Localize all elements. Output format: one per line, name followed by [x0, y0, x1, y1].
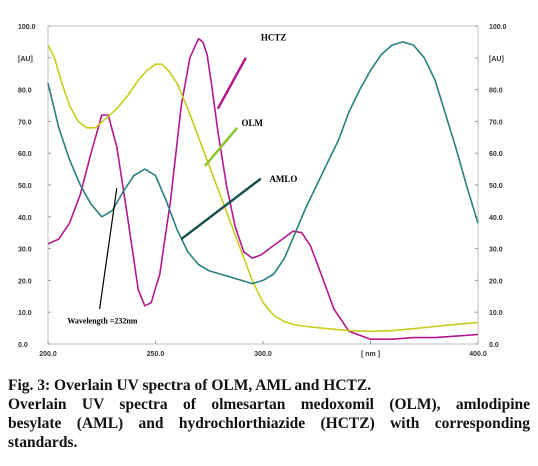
series-line-olm — [47, 44, 479, 333]
plot-area — [47, 25, 479, 345]
chart-canvas: 0.0 0.0 10.0 10.0 20.0 20.0 30.0 30.0 40.0 40.0 50… — [18, 24, 507, 358]
y-tick-label-left: 60.0 — [18, 151, 32, 158]
wavelength-pointer-line — [99, 188, 118, 310]
series-line-amlo — [47, 41, 479, 285]
olm-label: OLM — [242, 118, 264, 128]
x-tick-label: [ nm ] — [361, 351, 380, 358]
y-tick-label-left: 10.0 — [18, 310, 32, 317]
amlo-label: AMLO — [269, 174, 297, 184]
y-tick-label-right: 80.0 — [489, 88, 503, 95]
amlo-callout-line — [180, 177, 262, 241]
y-tick-label-right: 70.0 — [489, 119, 503, 126]
y-tick-label-left: 40.0 — [18, 215, 32, 222]
y-tick-label-left: [AU] — [18, 56, 33, 63]
caption-text-line-2: besylate (AML) and hydrochlorthiazide (H… — [8, 415, 530, 432]
olm-callout-line — [203, 126, 239, 167]
caption-text-line-1: Overlain UV spectra of olmesartan medoxo… — [8, 396, 530, 413]
y-tick-label-right: 20.0 — [489, 278, 503, 285]
hctz-label: HCTZ — [261, 32, 287, 42]
y-tick-label-left: 70.0 — [18, 119, 32, 126]
figure-caption: Fig. 3: Overlain UV spectra of OLM, AML … — [8, 376, 530, 452]
y-tick-label-right: 10.0 — [489, 310, 503, 317]
uv-spectra-chart: 0.0 0.0 10.0 10.0 20.0 20.0 30.0 30.0 40.0 40.0 50… — [18, 24, 507, 358]
y-tick-label-right: [AU] — [489, 56, 504, 63]
y-tick-label-left: 0.0 — [18, 342, 28, 349]
x-tick-label: 250.0 — [147, 351, 165, 358]
y-tick-label-left: 80.0 — [18, 88, 32, 95]
y-tick-label-right: 50.0 — [489, 183, 503, 190]
x-tick-label: 300.0 — [254, 351, 272, 358]
y-tick-label-right: 0.0 — [489, 342, 499, 349]
caption-text-line-3: standards. — [8, 434, 78, 451]
y-tick-label-left: 50.0 — [18, 183, 32, 190]
x-tick-label: 200.0 — [39, 351, 57, 358]
y-tick-label-left: 100.0 — [18, 24, 36, 31]
wavelength-label: Wavelength =232nm — [67, 316, 137, 325]
y-tick-label-right: 100.0 — [489, 24, 507, 31]
y-tick-label-right: 60.0 — [489, 151, 503, 158]
x-tick-label: 400.0 — [469, 351, 487, 358]
y-tick-label-left: 30.0 — [18, 247, 32, 254]
y-tick-label-right: 40.0 — [489, 215, 503, 222]
y-tick-label-right: 30.0 — [489, 247, 503, 254]
y-tick-label-left: 20.0 — [18, 278, 32, 285]
hctz-callout-line — [216, 57, 247, 110]
figure-title: Fig. 3: Overlain UV spectra of OLM, AML … — [8, 377, 372, 394]
series-line-hctz — [47, 37, 479, 341]
